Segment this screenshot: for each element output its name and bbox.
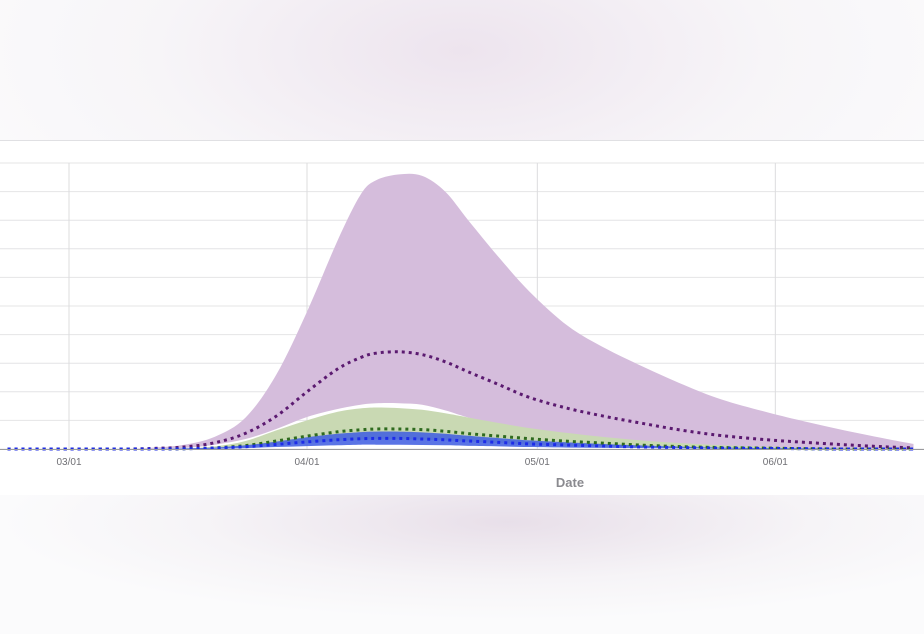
x-tick-label: 05/01 <box>525 457 550 468</box>
x-axis-label: Date <box>556 475 584 490</box>
x-tick-label: 04/01 <box>294 457 319 468</box>
band-series-1 <box>7 173 914 450</box>
x-tick-labels: 03/01 04/01 05/01 06/01 <box>56 457 788 468</box>
mean-line-series-3 <box>7 436 914 451</box>
confidence-bands <box>7 173 914 450</box>
x-tick-label: 06/01 <box>763 457 788 468</box>
band-series-2 <box>7 407 914 450</box>
band-series-3 <box>7 431 914 450</box>
mean-lines <box>7 350 914 451</box>
background-glow <box>0 494 924 634</box>
x-tick-label: 03/01 <box>56 457 81 468</box>
